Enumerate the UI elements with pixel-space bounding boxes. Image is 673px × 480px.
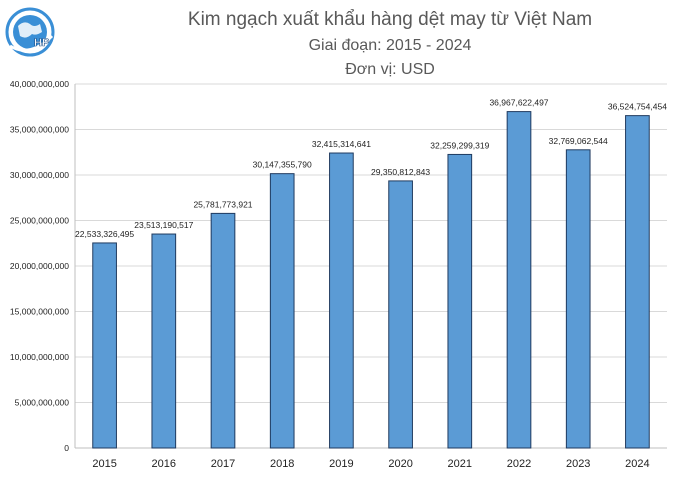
x-tick-label-2017: 2017 bbox=[211, 458, 235, 470]
data-label-2017: 25,781,773,921 bbox=[193, 199, 252, 209]
x-tick-label-2018: 2018 bbox=[270, 458, 294, 470]
x-tick-label-2023: 2023 bbox=[566, 458, 590, 470]
y-tick-label: 10,000,000,000 bbox=[10, 352, 69, 362]
logo-text: HP bbox=[34, 37, 49, 49]
bar-2018 bbox=[269, 173, 295, 449]
bar-2016 bbox=[151, 233, 177, 449]
chart-title: Kim ngạch xuất khẩu hàng dệt may từ Việt… bbox=[187, 9, 593, 30]
data-label-2023: 32,769,062,544 bbox=[549, 136, 608, 146]
x-tick-label-2024: 2024 bbox=[625, 458, 649, 470]
data-label-2021: 32,259,299,319 bbox=[430, 140, 489, 150]
y-tick-label: 0 bbox=[64, 443, 69, 453]
bar-2021 bbox=[447, 153, 473, 449]
data-label-2024: 36,524,754,454 bbox=[608, 102, 667, 112]
x-tick-label-2020: 2020 bbox=[388, 458, 412, 470]
x-tick-label-2022: 2022 bbox=[507, 458, 531, 470]
y-tick-label: 20,000,000,000 bbox=[10, 261, 69, 271]
y-tick-label: 5,000,000,000 bbox=[15, 398, 70, 408]
data-label-2016: 23,513,190,517 bbox=[134, 220, 193, 230]
data-label-2019: 32,415,314,641 bbox=[312, 139, 371, 149]
y-tick-label: 25,000,000,000 bbox=[10, 216, 69, 226]
bar-2017 bbox=[210, 212, 236, 449]
bar-2022 bbox=[506, 111, 532, 449]
x-tick-label-2019: 2019 bbox=[329, 458, 353, 470]
chart-unit: Đơn vị: USD bbox=[345, 61, 435, 78]
x-tick-label-2016: 2016 bbox=[152, 458, 176, 470]
y-tick-label: 40,000,000,000 bbox=[10, 79, 69, 89]
bar-2019 bbox=[329, 152, 354, 449]
x-tick-label-2015: 2015 bbox=[92, 458, 116, 470]
data-label-2020: 29,350,812,843 bbox=[371, 167, 430, 177]
y-tick-label: 15,000,000,000 bbox=[10, 307, 69, 317]
x-tick-label-2021: 2021 bbox=[448, 458, 472, 470]
bar-2023 bbox=[565, 149, 591, 449]
bar-2020 bbox=[388, 180, 413, 449]
bar-2015 bbox=[92, 242, 117, 449]
chart-subtitle: Giai đoạn: 2015 - 2024 bbox=[308, 37, 472, 54]
data-label-2022: 36,967,622,497 bbox=[489, 98, 548, 108]
y-tick-label: 35,000,000,000 bbox=[10, 125, 69, 135]
bar-2024 bbox=[625, 115, 650, 449]
globe-logo-icon: HP bbox=[5, 7, 55, 57]
data-label-2018: 30,147,355,790 bbox=[253, 160, 312, 170]
data-label-2015: 22,533,326,495 bbox=[75, 229, 134, 239]
y-tick-label: 30,000,000,000 bbox=[10, 170, 69, 180]
